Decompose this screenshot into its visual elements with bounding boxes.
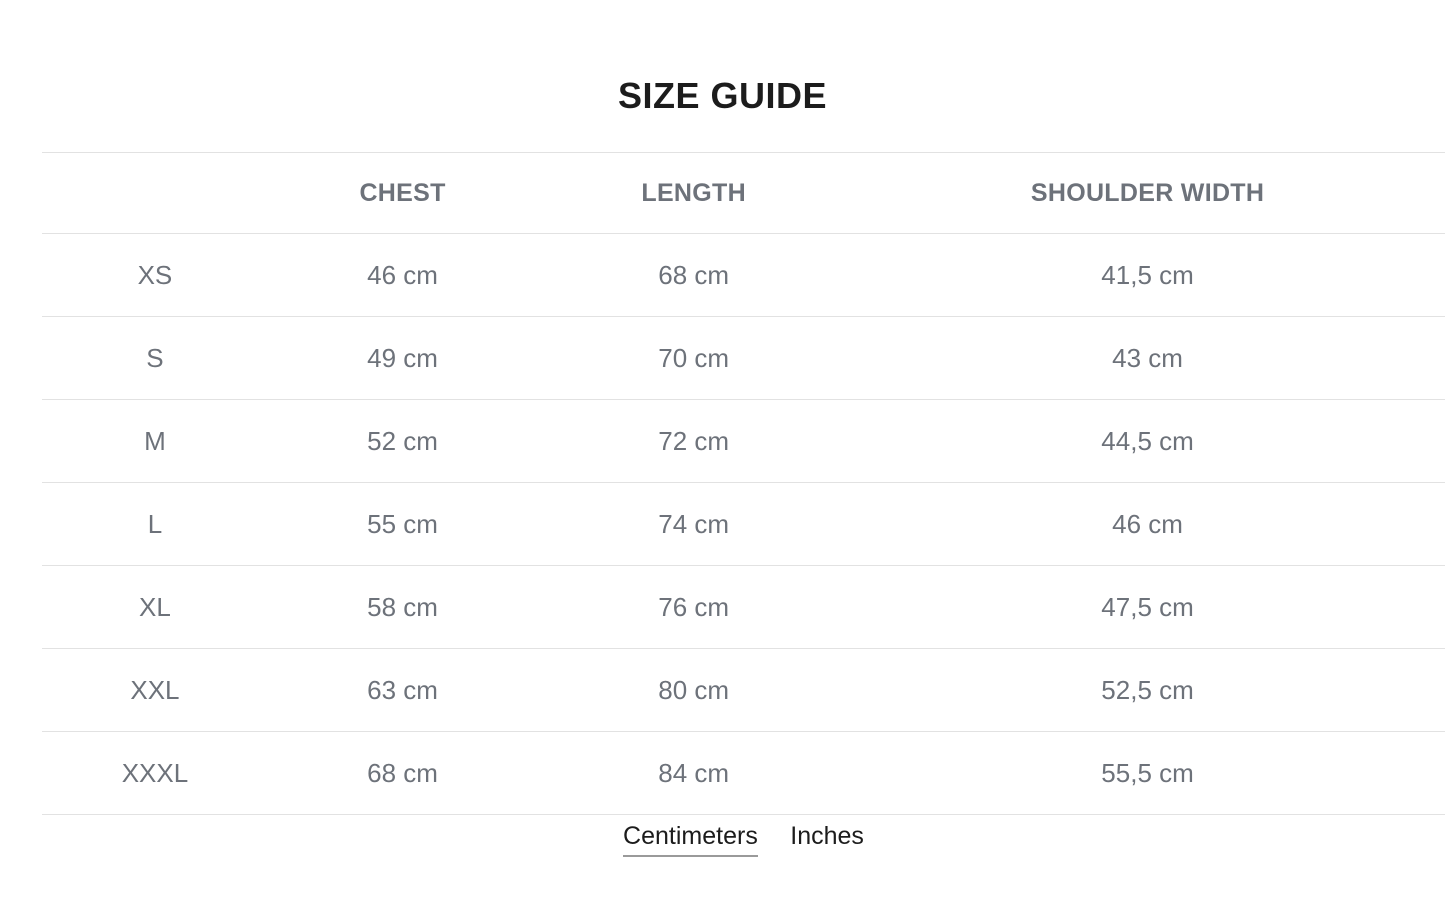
length-value: 70 cm — [537, 316, 851, 400]
shoulder-width-value: 44,5 cm — [850, 399, 1445, 483]
size-label: L — [42, 482, 268, 566]
col-header-shoulder-width: SHOULDER WIDTH — [1030, 178, 1265, 207]
shoulder-width-value: 47,5 cm — [850, 565, 1445, 649]
col-header-length: LENGTH — [641, 178, 746, 207]
col-header-size — [42, 153, 268, 234]
chest-value: 52 cm — [267, 399, 538, 483]
inches-link[interactable]: Inches — [790, 822, 864, 850]
length-value: 76 cm — [537, 565, 851, 649]
chest-value: 68 cm — [267, 731, 538, 815]
length-value: 72 cm — [537, 399, 851, 483]
size-guide-table: CHEST LENGTH SHOULDER WIDTH XS 46 cm 68 … — [42, 152, 1445, 815]
size-label: XS — [42, 233, 268, 317]
shoulder-width-value: 41,5 cm — [850, 233, 1445, 317]
chest-value: 46 cm — [267, 233, 538, 317]
table-row: S 49 cm 70 cm 43 cm — [42, 316, 1445, 400]
header-row: CHEST LENGTH SHOULDER WIDTH — [42, 152, 1445, 234]
shoulder-width-value: 46 cm — [850, 482, 1445, 566]
centimeters-link[interactable]: Centimeters — [623, 822, 758, 857]
table-row: L 55 cm 74 cm 46 cm — [42, 482, 1445, 566]
table-row: M 52 cm 72 cm 44,5 cm — [42, 399, 1445, 483]
length-value: 80 cm — [537, 648, 851, 732]
shoulder-width-value: 52,5 cm — [850, 648, 1445, 732]
page-title: SIZE GUIDE — [617, 75, 828, 116]
table-row: XS 46 cm 68 cm 41,5 cm — [42, 233, 1445, 317]
chest-value: 55 cm — [267, 482, 538, 566]
size-label: XL — [42, 565, 268, 649]
length-value: 84 cm — [537, 731, 851, 815]
table-row: XXL 63 cm 80 cm 52,5 cm — [42, 648, 1445, 732]
length-value: 68 cm — [537, 233, 851, 317]
size-label: XXL — [42, 648, 268, 732]
length-value: 74 cm — [537, 482, 851, 566]
shoulder-width-value: 55,5 cm — [850, 731, 1445, 815]
chest-value: 63 cm — [267, 648, 538, 732]
table-row: XXXL 68 cm 84 cm 55,5 cm — [42, 731, 1445, 815]
size-label: M — [42, 399, 268, 483]
size-label: XXXL — [42, 731, 268, 815]
shoulder-width-value: 43 cm — [850, 316, 1445, 400]
size-label: S — [42, 316, 268, 400]
chest-value: 49 cm — [267, 316, 538, 400]
unit-toggle: Centimeters Inches — [42, 822, 1445, 857]
col-header-chest: CHEST — [359, 178, 446, 207]
chest-value: 58 cm — [267, 565, 538, 649]
table-row: XL 58 cm 76 cm 47,5 cm — [42, 565, 1445, 649]
